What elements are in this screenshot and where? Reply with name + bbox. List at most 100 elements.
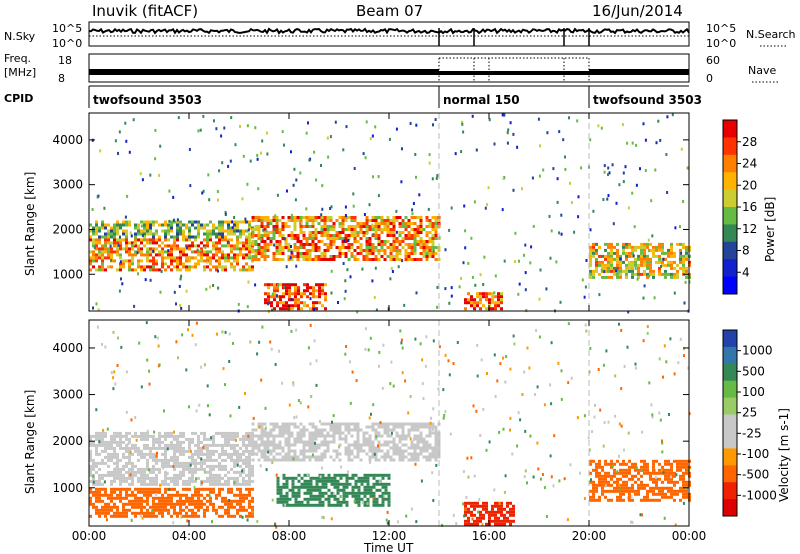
velocity-cell xyxy=(176,490,179,494)
velocity-cell xyxy=(302,428,306,432)
power-cell xyxy=(140,220,143,224)
velocity-cell xyxy=(309,485,313,489)
velocity-cell xyxy=(619,495,622,499)
velocity-cell xyxy=(616,477,619,481)
velocity-cell xyxy=(673,459,676,463)
velocity-sparse-cell xyxy=(307,405,310,409)
velocity-cell xyxy=(646,489,649,493)
velocity-cell xyxy=(299,452,303,456)
velocity-cell xyxy=(92,464,95,468)
velocity-cell xyxy=(326,440,330,444)
power-cell xyxy=(309,286,312,290)
power-cell xyxy=(320,258,324,261)
power-sparse-cell xyxy=(368,203,371,207)
power-sparse-cell xyxy=(342,262,345,265)
velocity-cell xyxy=(473,519,476,523)
power-cell xyxy=(164,262,167,266)
velocity-cell xyxy=(167,502,170,506)
velocity-cell xyxy=(185,496,188,500)
power-cell xyxy=(233,223,236,227)
power-cell xyxy=(131,256,134,260)
velocity-cell xyxy=(215,511,218,515)
velocity-cell xyxy=(601,468,604,472)
velocity-cell xyxy=(167,458,170,462)
power-cell xyxy=(323,225,327,228)
velocity-cell xyxy=(248,473,251,477)
power-cell xyxy=(434,252,438,255)
velocity-sparse-cell xyxy=(607,420,610,424)
power-sparse-cell xyxy=(129,231,132,235)
power-cell xyxy=(386,234,390,237)
power-cell xyxy=(613,257,616,261)
velocity-cell xyxy=(266,458,270,462)
velocity-cell xyxy=(287,422,291,426)
velocity-cell xyxy=(344,446,348,450)
velocity-cell xyxy=(125,496,128,500)
power-cell xyxy=(203,268,206,272)
velocity-cell xyxy=(116,493,119,497)
power-cell xyxy=(491,295,494,299)
power-cell xyxy=(152,247,155,251)
velocity-cell xyxy=(164,502,167,506)
power-cell xyxy=(116,247,119,251)
power-cell xyxy=(285,283,288,287)
velocity-cell xyxy=(239,437,242,441)
power-cell xyxy=(670,242,673,246)
velocity-cell xyxy=(291,485,295,489)
velocity-sparse-cell xyxy=(249,340,252,344)
power-sparse-cell xyxy=(247,280,250,284)
velocity-cell xyxy=(491,519,494,523)
velocity-cell xyxy=(425,422,429,426)
velocity-cell xyxy=(293,452,297,456)
velocity-cell xyxy=(285,503,289,507)
power-sparse-cell xyxy=(524,271,527,275)
power-cell xyxy=(589,248,592,252)
power-cell xyxy=(152,262,155,266)
velocity-cell xyxy=(293,449,297,453)
velocity-cell xyxy=(176,449,179,453)
velocity-sparse-cell xyxy=(646,331,649,335)
velocity-cell xyxy=(434,431,438,435)
velocity-cell xyxy=(354,497,358,501)
velocity-cell xyxy=(598,462,601,466)
velocity-cell xyxy=(619,471,622,475)
power-sparse-cell xyxy=(523,253,525,257)
power-cell xyxy=(315,301,318,305)
power-sparse-cell xyxy=(650,199,653,203)
velocity-cell xyxy=(622,471,625,475)
power-cell xyxy=(302,243,306,246)
power-cell xyxy=(398,258,402,261)
velocity-cell xyxy=(167,431,170,435)
power-cell xyxy=(320,234,324,237)
velocity-cell xyxy=(303,491,307,495)
velocity-sparse-cell xyxy=(466,456,469,460)
velocity-cell xyxy=(179,464,182,468)
velocity-cell xyxy=(622,492,625,496)
velocity-cell xyxy=(592,468,595,472)
velocity-cell xyxy=(251,428,255,432)
velocity-cell xyxy=(191,479,194,483)
power-cell xyxy=(386,240,390,243)
power-cell xyxy=(137,226,140,230)
velocity-sparse-cell xyxy=(275,525,278,529)
velocity-cell xyxy=(275,458,279,462)
power-sparse-cell xyxy=(154,157,157,161)
power-colorbar-tick-label: 8 xyxy=(742,244,750,258)
power-cell xyxy=(107,232,110,236)
power-sparse-cell xyxy=(220,134,223,138)
power-sparse-cell xyxy=(584,285,587,289)
power-cell xyxy=(386,231,390,234)
power-cell xyxy=(667,263,670,267)
velocity-cell xyxy=(329,440,333,444)
power-sparse-cell xyxy=(576,119,579,123)
power-cell xyxy=(335,237,339,240)
power-cell xyxy=(176,262,179,266)
power-cell xyxy=(359,249,363,252)
power-cell xyxy=(221,226,224,230)
power-cell xyxy=(273,295,276,299)
power-cell xyxy=(321,289,324,293)
velocity-cell xyxy=(281,446,285,450)
velocity-cell xyxy=(173,455,176,459)
velocity-cell xyxy=(230,458,233,462)
velocity-cell xyxy=(251,464,254,468)
